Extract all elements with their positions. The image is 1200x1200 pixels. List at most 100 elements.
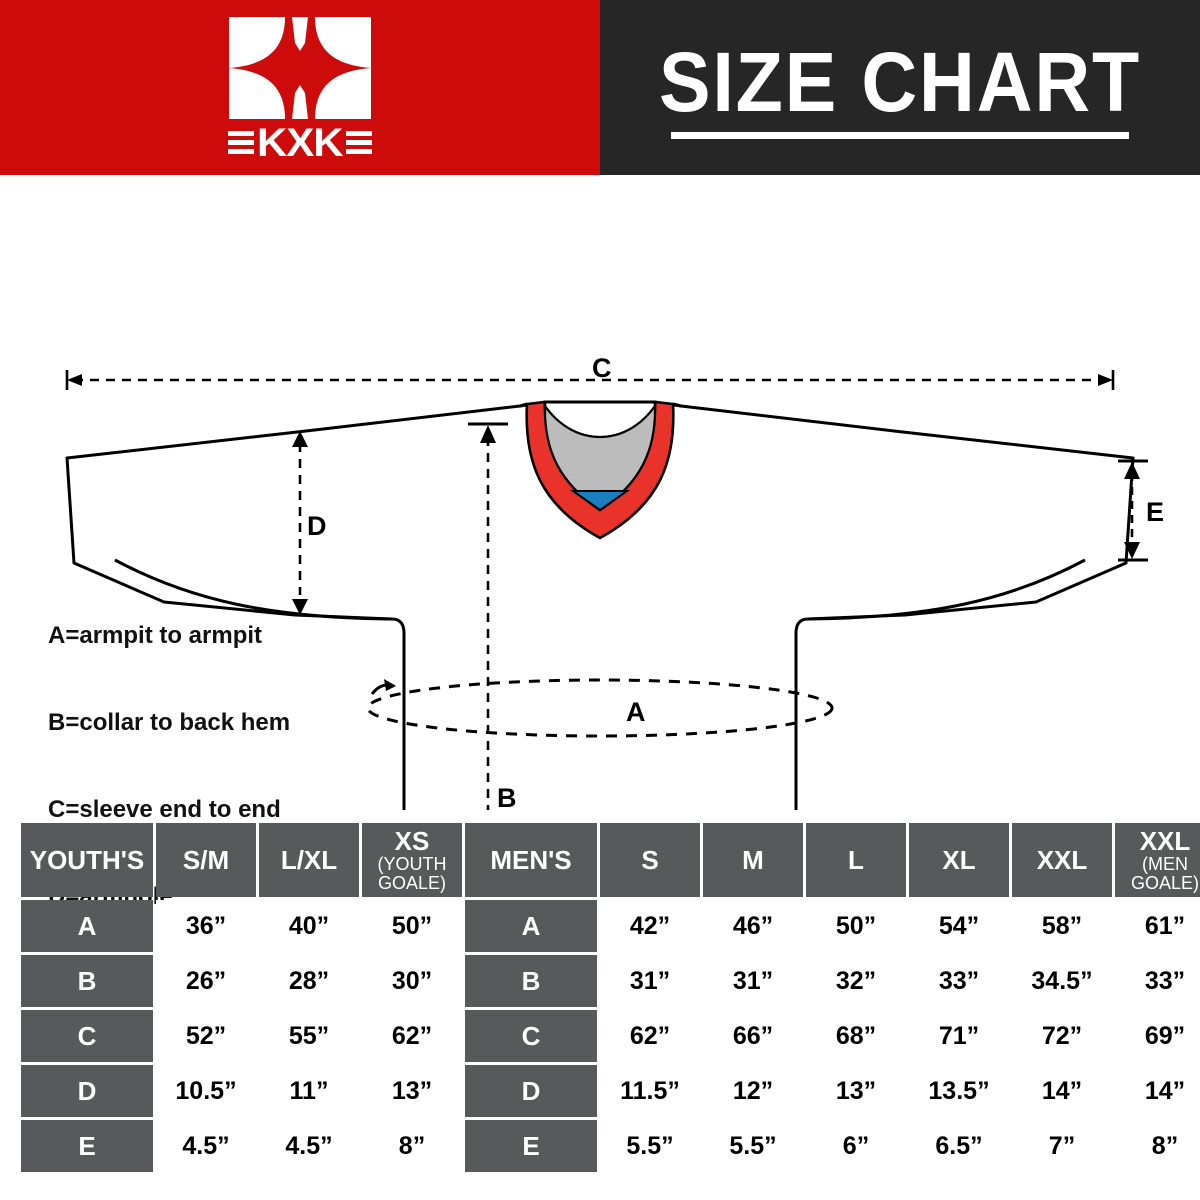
dimension-e-arrowhead-top (1124, 462, 1140, 479)
cell-youth-a-xs: 50” (362, 900, 462, 952)
table-row: A 36” 40” 50” A 42” 46” 50” 54” 58” 61” (21, 900, 1200, 952)
dimension-b-arrowhead-top (480, 425, 496, 443)
cell-men-b-xl: 33” (909, 955, 1009, 1007)
page-title: SIZE CHART (658, 35, 1142, 129)
cell-youth-e-xs: 8” (362, 1120, 462, 1172)
cell-men-e-xxl-goale: 8” (1115, 1120, 1200, 1172)
row-key-youth-e: E (21, 1120, 153, 1172)
brand-logo: KXK (210, 13, 390, 163)
cell-men-d-xxl-goale: 14” (1115, 1065, 1200, 1117)
cell-youth-b-lxl: 28” (259, 955, 359, 1007)
dimension-label-a: A (626, 697, 646, 727)
cell-men-d-l: 13” (806, 1065, 906, 1117)
column-header-men-xxl-goale-sub: (MEN GOALE) (1130, 853, 1200, 893)
column-header-men-s: S (600, 823, 700, 897)
cell-youth-e-lxl: 4.5” (259, 1120, 359, 1172)
cell-men-b-m: 31” (703, 955, 803, 1007)
table-header-row: YOUTH'S S/M L/XL XS (YOUTH GOALE) MEN'S S… (21, 823, 1200, 897)
title-underline (671, 132, 1129, 139)
triple-bar-right-icon (345, 131, 372, 154)
dimension-label-e: E (1146, 497, 1165, 527)
cell-men-e-xl: 6.5” (909, 1120, 1009, 1172)
dimension-a-ellipse (366, 678, 834, 738)
cell-men-a-xl: 54” (909, 900, 1009, 952)
cell-men-c-s: 62” (600, 1010, 700, 1062)
column-header-youth-xs-sub: (YOUTH GOALE) (377, 853, 447, 893)
cell-men-e-m: 5.5” (703, 1120, 803, 1172)
collar-inner-gray (543, 402, 657, 512)
cell-youth-a-lxl: 40” (259, 900, 359, 952)
column-header-men-xxl: XXL (1012, 823, 1112, 897)
column-header-youth-sm: S/M (156, 823, 256, 897)
legend-line-b: B=collar to back hem (48, 709, 291, 736)
dimension-label-b: B (497, 783, 517, 813)
cell-men-a-s: 42” (600, 900, 700, 952)
dimension-label-d: D (307, 511, 327, 541)
collar-blue-triangle (569, 490, 631, 512)
row-key-men-d: D (465, 1065, 597, 1117)
cell-youth-b-xs: 30” (362, 955, 462, 1007)
cell-men-e-s: 5.5” (600, 1120, 700, 1172)
legend-line-c: C=sleeve end to end (48, 796, 281, 823)
dimension-label-c: C (592, 353, 612, 383)
jersey-diagram: C D B E A A=armpit to armpit B=collar to… (0, 175, 1200, 997)
cell-men-c-l: 68” (806, 1010, 906, 1062)
cell-men-c-xxl: 72” (1012, 1010, 1112, 1062)
cell-youth-c-sm: 52” (156, 1010, 256, 1062)
cell-men-d-xl: 13.5” (909, 1065, 1009, 1117)
cell-youth-b-sm: 26” (156, 955, 256, 1007)
column-header-youth-xs: XS (YOUTH GOALE) (362, 823, 462, 897)
jersey-outline (65, 400, 1135, 810)
column-header-youth-lxl: L/XL (259, 823, 359, 897)
row-key-youth-c: C (21, 1010, 153, 1062)
cell-men-d-m: 12” (703, 1065, 803, 1117)
left-shoulder-line (519, 402, 528, 408)
cell-men-b-xxl: 34.5” (1012, 955, 1112, 1007)
dimension-a-arrowhead (384, 679, 396, 691)
column-header-men-xl: XL (909, 823, 1009, 897)
column-header-men-xxl-goale: XXL (MEN GOALE) (1115, 823, 1200, 897)
cell-men-c-xxl-goale: 69” (1115, 1010, 1200, 1062)
row-key-youth-b: B (21, 955, 153, 1007)
table-row: D 10.5” 11” 13” D 11.5” 12” 13” 13.5” 14… (21, 1065, 1200, 1117)
row-key-men-a: A (465, 900, 597, 952)
cell-men-b-xxl-goale: 33” (1115, 955, 1200, 1007)
right-underarm-seam (807, 558, 1086, 621)
cell-men-b-s: 31” (600, 955, 700, 1007)
right-shoulder-line (672, 402, 682, 408)
jersey-illustration (65, 370, 1148, 810)
row-key-men-c: C (465, 1010, 597, 1062)
dimension-e-arrowhead-bottom (1124, 542, 1140, 559)
dimension-d-arrowhead-top (292, 431, 308, 447)
cell-men-c-xl: 71” (909, 1010, 1009, 1062)
cell-youth-c-xs: 62” (362, 1010, 462, 1062)
table-row: C 52” 55” 62” C 62” 66” 68” 71” 72” 69” (21, 1010, 1200, 1062)
cell-men-a-l: 50” (806, 900, 906, 952)
cell-youth-e-sm: 4.5” (156, 1120, 256, 1172)
column-header-men-l: L (806, 823, 906, 897)
page-header: KXK SIZE CHART (0, 0, 1200, 175)
cell-men-c-m: 66” (703, 1010, 803, 1062)
row-key-youth-a: A (21, 900, 153, 952)
dimension-d-arrowhead-bottom (292, 599, 308, 615)
cell-men-a-m: 46” (703, 900, 803, 952)
triple-bar-left-icon (228, 131, 255, 154)
table-row: B 26” 28” 30” B 31” 31” 32” 33” 34.5” 33… (21, 955, 1200, 1007)
brand-panel: KXK (0, 0, 600, 175)
cell-men-d-xxl: 14” (1012, 1065, 1112, 1117)
cell-men-e-l: 6” (806, 1120, 906, 1172)
size-chart-table: YOUTH'S S/M L/XL XS (YOUTH GOALE) MEN'S S… (18, 820, 1200, 1175)
dimension-c-arrow (65, 370, 1115, 390)
row-key-men-b: B (465, 955, 597, 1007)
cell-youth-d-xs: 13” (362, 1065, 462, 1117)
size-table-wrap: YOUTH'S S/M L/XL XS (YOUTH GOALE) MEN'S S… (18, 820, 1200, 1175)
title-panel: SIZE CHART (600, 0, 1200, 175)
table-row: E 4.5” 4.5” 8” E 5.5” 5.5” 6” 6.5” 7” 8” (21, 1120, 1200, 1172)
cell-youth-d-lxl: 11” (259, 1065, 359, 1117)
kxk-butterfly-logo-icon (229, 16, 371, 119)
cell-men-a-xxl-goale: 61” (1115, 900, 1200, 952)
brand-wordmark: KXK (228, 123, 372, 163)
cell-men-e-xxl: 7” (1012, 1120, 1112, 1172)
cell-youth-c-lxl: 55” (259, 1010, 359, 1062)
left-underarm-seam (114, 558, 393, 621)
